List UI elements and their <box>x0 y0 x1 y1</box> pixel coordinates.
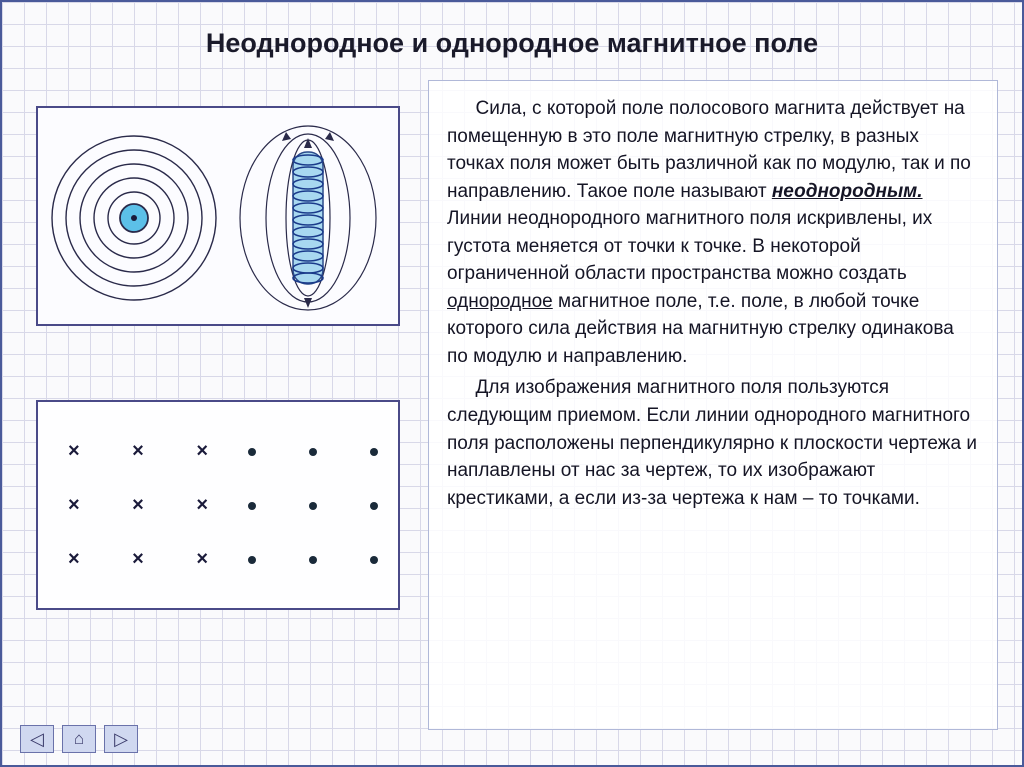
cross-icon: × <box>196 494 208 517</box>
figure-uniform-field-notation: × × × × × × × × × <box>36 400 400 610</box>
cross-icon: × <box>68 548 80 571</box>
dot-row <box>248 502 378 510</box>
home-icon: ⌂ <box>74 729 84 749</box>
arrow-icon <box>325 132 334 141</box>
nav-forward-button[interactable]: ▷ <box>104 725 138 753</box>
dot-icon <box>370 556 378 564</box>
slide-nav: ◁ ⌂ ▷ <box>20 725 138 753</box>
arrow-up-icon <box>304 138 312 148</box>
cross-icon: × <box>132 494 144 517</box>
triangle-right-icon: ▷ <box>114 729 128 750</box>
term-uniform: однородное <box>447 291 553 312</box>
cross-row: × × × <box>68 548 208 571</box>
triangle-left-icon: ◁ <box>30 729 44 750</box>
paragraph-1: Сила, с которой поле полосового магнита … <box>447 95 979 370</box>
dot-icon <box>370 448 378 456</box>
dot-icon <box>370 502 378 510</box>
paragraph-2: Для изображения магнитного поля пользуют… <box>447 374 979 512</box>
cross-icon: × <box>132 548 144 571</box>
nav-home-button[interactable]: ⌂ <box>62 725 96 753</box>
text-run: Линии неоднородного магнитного поля искр… <box>447 208 932 284</box>
dot-row <box>248 556 378 564</box>
cross-row: × × × <box>68 494 208 517</box>
cross-icon: × <box>132 440 144 463</box>
dot-icon <box>309 556 317 564</box>
dot-icon <box>248 448 256 456</box>
field-lines-svg <box>38 108 402 328</box>
nav-back-button[interactable]: ◁ <box>20 725 54 753</box>
cross-icon: × <box>68 440 80 463</box>
figure-nonuniform-field <box>36 106 400 326</box>
page-title: Неоднородное и однородное магнитное поле <box>0 28 1024 59</box>
dot-icon <box>248 556 256 564</box>
dot-icon <box>309 448 317 456</box>
main-text: Сила, с которой поле полосового магнита … <box>428 80 998 730</box>
dot-icon <box>248 502 256 510</box>
cross-row: × × × <box>68 440 208 463</box>
dot-icon <box>309 502 317 510</box>
dot-row <box>248 448 378 456</box>
solenoid <box>240 126 376 310</box>
arrow-up-icon <box>304 298 312 308</box>
term-nonuniform: неоднородным. <box>772 181 923 202</box>
cross-icon: × <box>196 548 208 571</box>
concentric-rings <box>52 136 216 300</box>
arrow-icon <box>282 132 291 141</box>
cross-icon: × <box>196 440 208 463</box>
cross-icon: × <box>68 494 80 517</box>
